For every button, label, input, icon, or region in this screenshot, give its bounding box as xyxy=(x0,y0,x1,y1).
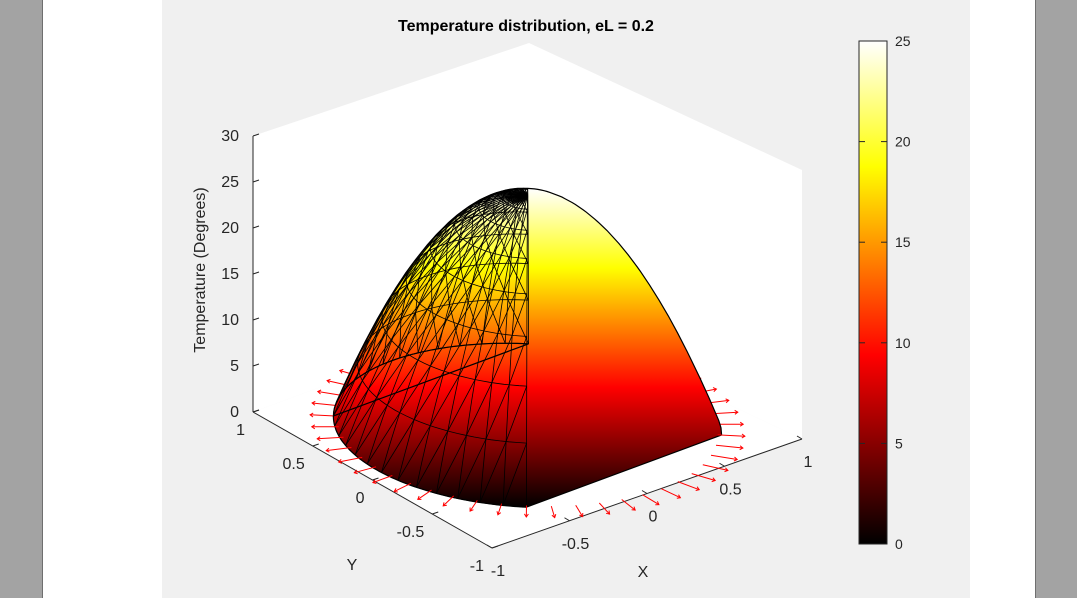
colorbar-tick-label: 10 xyxy=(895,335,911,351)
x-tick-label: -1 xyxy=(491,563,505,580)
z-tick-label: 20 xyxy=(221,220,239,237)
x-axis-label: X xyxy=(638,564,649,581)
x-tick-label: 1 xyxy=(804,454,813,471)
right-panel xyxy=(1035,0,1077,598)
y-tick-label: -0.5 xyxy=(397,524,425,541)
y-tick-label: 0 xyxy=(356,490,365,507)
surface-plot: 0 5 10 15 20 25 30 -1 -0.5 0 0.5 1 -1 -0.5 0 0.5 1 Tem… xyxy=(162,0,970,598)
y-tick-label: 1 xyxy=(236,422,245,439)
colorbar-tick-label: 0 xyxy=(895,536,903,552)
y-tick-label: -1 xyxy=(470,558,484,575)
figure-area: 0 5 10 15 20 25 30 -1 -0.5 0 0.5 1 -1 -0.5 0 0.5 1 Tem… xyxy=(162,0,970,598)
x-tick-label: 0 xyxy=(649,509,658,526)
colorbar-tick-label: 20 xyxy=(895,134,911,150)
boundary-arrow xyxy=(661,489,680,498)
x-tick-label: -0.5 xyxy=(562,536,590,553)
z-tick-label: 5 xyxy=(230,358,239,375)
colorbar-tick-label: 5 xyxy=(895,435,903,451)
left-panel xyxy=(0,0,43,598)
colorbar xyxy=(859,41,887,544)
z-tick-label: 10 xyxy=(221,312,239,329)
colorbar-tick-label: 25 xyxy=(895,33,911,49)
z-tick-label: 30 xyxy=(221,128,239,145)
colorbar-tick-label: 15 xyxy=(895,234,911,250)
boundary-arrow xyxy=(643,495,659,505)
boundary-arrow xyxy=(622,500,636,511)
chart-title: Temperature distribution, eL = 0.2 xyxy=(398,18,654,35)
boundary-arrow xyxy=(678,482,699,490)
y-axis-label: Y xyxy=(347,557,358,574)
x-tick-label: 0.5 xyxy=(719,481,741,498)
y-tick-label: 0.5 xyxy=(283,456,305,473)
z-tick-label: 15 xyxy=(221,266,239,283)
z-axis-label: Temperature (Degrees) xyxy=(192,187,209,352)
z-tick-label: 25 xyxy=(221,174,239,191)
z-tick-label: 0 xyxy=(230,404,239,421)
